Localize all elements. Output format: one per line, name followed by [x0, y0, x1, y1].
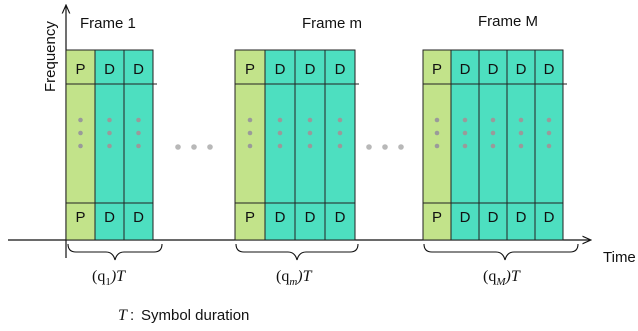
- subcarrier-ellipsis-dot: [78, 130, 83, 136]
- subcarrier-ellipsis-dot: [546, 130, 552, 136]
- subcarrier-ellipsis-dot: [546, 117, 552, 123]
- symbol-label-bottom: D: [133, 209, 144, 226]
- subcarrier-ellipsis-dot: [490, 143, 496, 149]
- frame-ellipsis-dot: [207, 144, 213, 150]
- symbol-label-top: P: [245, 61, 255, 78]
- subcarrier-ellipsis-dot: [518, 143, 524, 149]
- frame-1-title: Frame 1: [80, 15, 136, 32]
- data-column: [478, 49, 508, 241]
- symbol-label-top: D: [275, 61, 286, 78]
- symbol-label-top: D: [133, 61, 144, 78]
- subcarrier-ellipsis-dot: [337, 143, 343, 149]
- subcarrier-ellipsis-dot: [337, 117, 343, 123]
- symbol-label-bottom: D: [460, 209, 471, 226]
- frame-m-brace: [235, 243, 359, 261]
- subcarrier-ellipsis-dot: [307, 130, 313, 136]
- frame-m-title: Frame m: [302, 15, 362, 32]
- symbol-label-bottom: D: [516, 209, 527, 226]
- subcarrier-ellipsis-dot: [462, 130, 468, 136]
- subcarrier-ellipsis-dot: [247, 130, 253, 136]
- between-frame-ellipses: [175, 144, 404, 150]
- frequency-axis-label: Frequency: [42, 21, 59, 92]
- frame-ellipsis-dot: [191, 144, 197, 150]
- symbol-label-bottom: D: [488, 209, 499, 226]
- frame-m-duration: (qm)T: [276, 268, 313, 288]
- frame-M-duration: (qM)T: [483, 268, 521, 288]
- frame-ellipsis-dot: [398, 144, 404, 150]
- symbol-label-bottom: D: [275, 209, 286, 226]
- symbol-label-top: D: [544, 61, 555, 78]
- subcarrier-ellipsis-dot: [247, 143, 253, 149]
- subcarrier-ellipsis-dot: [78, 143, 83, 149]
- legend-symbol: T: [118, 307, 128, 324]
- subcarrier-ellipsis-dot: [136, 130, 141, 136]
- symbol-label-top: D: [104, 61, 115, 78]
- frame-1-duration: (q1)T: [92, 268, 126, 288]
- frame-1: P P D D D D: [65, 49, 157, 241]
- symbol-label-top: D: [516, 61, 527, 78]
- symbol-label-top: D: [460, 61, 471, 78]
- subcarrier-ellipsis-dot: [307, 143, 313, 149]
- subcarrier-ellipsis-dot: [434, 130, 440, 136]
- subcarrier-ellipsis-dot: [136, 143, 141, 149]
- symbol-label-top: D: [305, 61, 316, 78]
- legend-separator: :: [130, 307, 134, 324]
- subcarrier-ellipsis-dot: [337, 130, 343, 136]
- symbol-label-bottom: P: [75, 209, 85, 226]
- subcarrier-ellipsis-dot: [434, 117, 440, 123]
- subcarrier-ellipsis-dot: [307, 117, 313, 123]
- symbol-label-bottom: P: [432, 209, 442, 226]
- frame-ellipsis-dot: [175, 144, 181, 150]
- subcarrier-ellipsis-dot: [107, 130, 112, 136]
- data-column: [324, 49, 356, 241]
- symbol-label-top: P: [75, 61, 85, 78]
- frame-2: P P D D D D D D: [234, 49, 359, 241]
- legend-text: Symbol duration: [141, 307, 249, 324]
- symbol-label-top: D: [335, 61, 346, 78]
- subcarrier-ellipsis-dot: [277, 130, 283, 136]
- symbol-label-bottom: D: [104, 209, 115, 226]
- symbol-label-top: D: [488, 61, 499, 78]
- subcarrier-ellipsis-dot: [490, 117, 496, 123]
- subcarrier-ellipsis-dot: [107, 143, 112, 149]
- subcarrier-ellipsis-dot: [247, 117, 253, 123]
- subcarrier-ellipsis-dot: [518, 117, 524, 123]
- frame-ellipsis-dot: [366, 144, 372, 150]
- subcarrier-ellipsis-dot: [490, 130, 496, 136]
- subcarrier-ellipsis-dot: [277, 117, 283, 123]
- frame-ellipsis-dot: [382, 144, 388, 150]
- frame-M-title: Frame M: [478, 13, 538, 30]
- symbol-label-bottom: D: [335, 209, 346, 226]
- subcarrier-ellipsis-dot: [546, 143, 552, 149]
- symbol-label-top: P: [432, 61, 442, 78]
- subcarrier-ellipsis-dot: [107, 117, 112, 123]
- subcarrier-ellipsis-dot: [136, 117, 141, 123]
- subcarrier-ellipsis-dot: [518, 130, 524, 136]
- frame-M-brace: [423, 243, 579, 261]
- symbol-label-bottom: D: [544, 209, 555, 226]
- subcarrier-ellipsis-dot: [78, 117, 83, 123]
- symbol-label-bottom: D: [305, 209, 316, 226]
- subcarrier-ellipsis-dot: [462, 143, 468, 149]
- subcarrier-ellipsis-dot: [434, 143, 440, 149]
- subcarrier-ellipsis-dot: [277, 143, 283, 149]
- symbol-label-bottom: P: [245, 209, 255, 226]
- subcarrier-ellipsis-dot: [462, 117, 468, 123]
- frame-1-brace: [67, 243, 163, 261]
- time-axis-label: Time: [603, 249, 636, 266]
